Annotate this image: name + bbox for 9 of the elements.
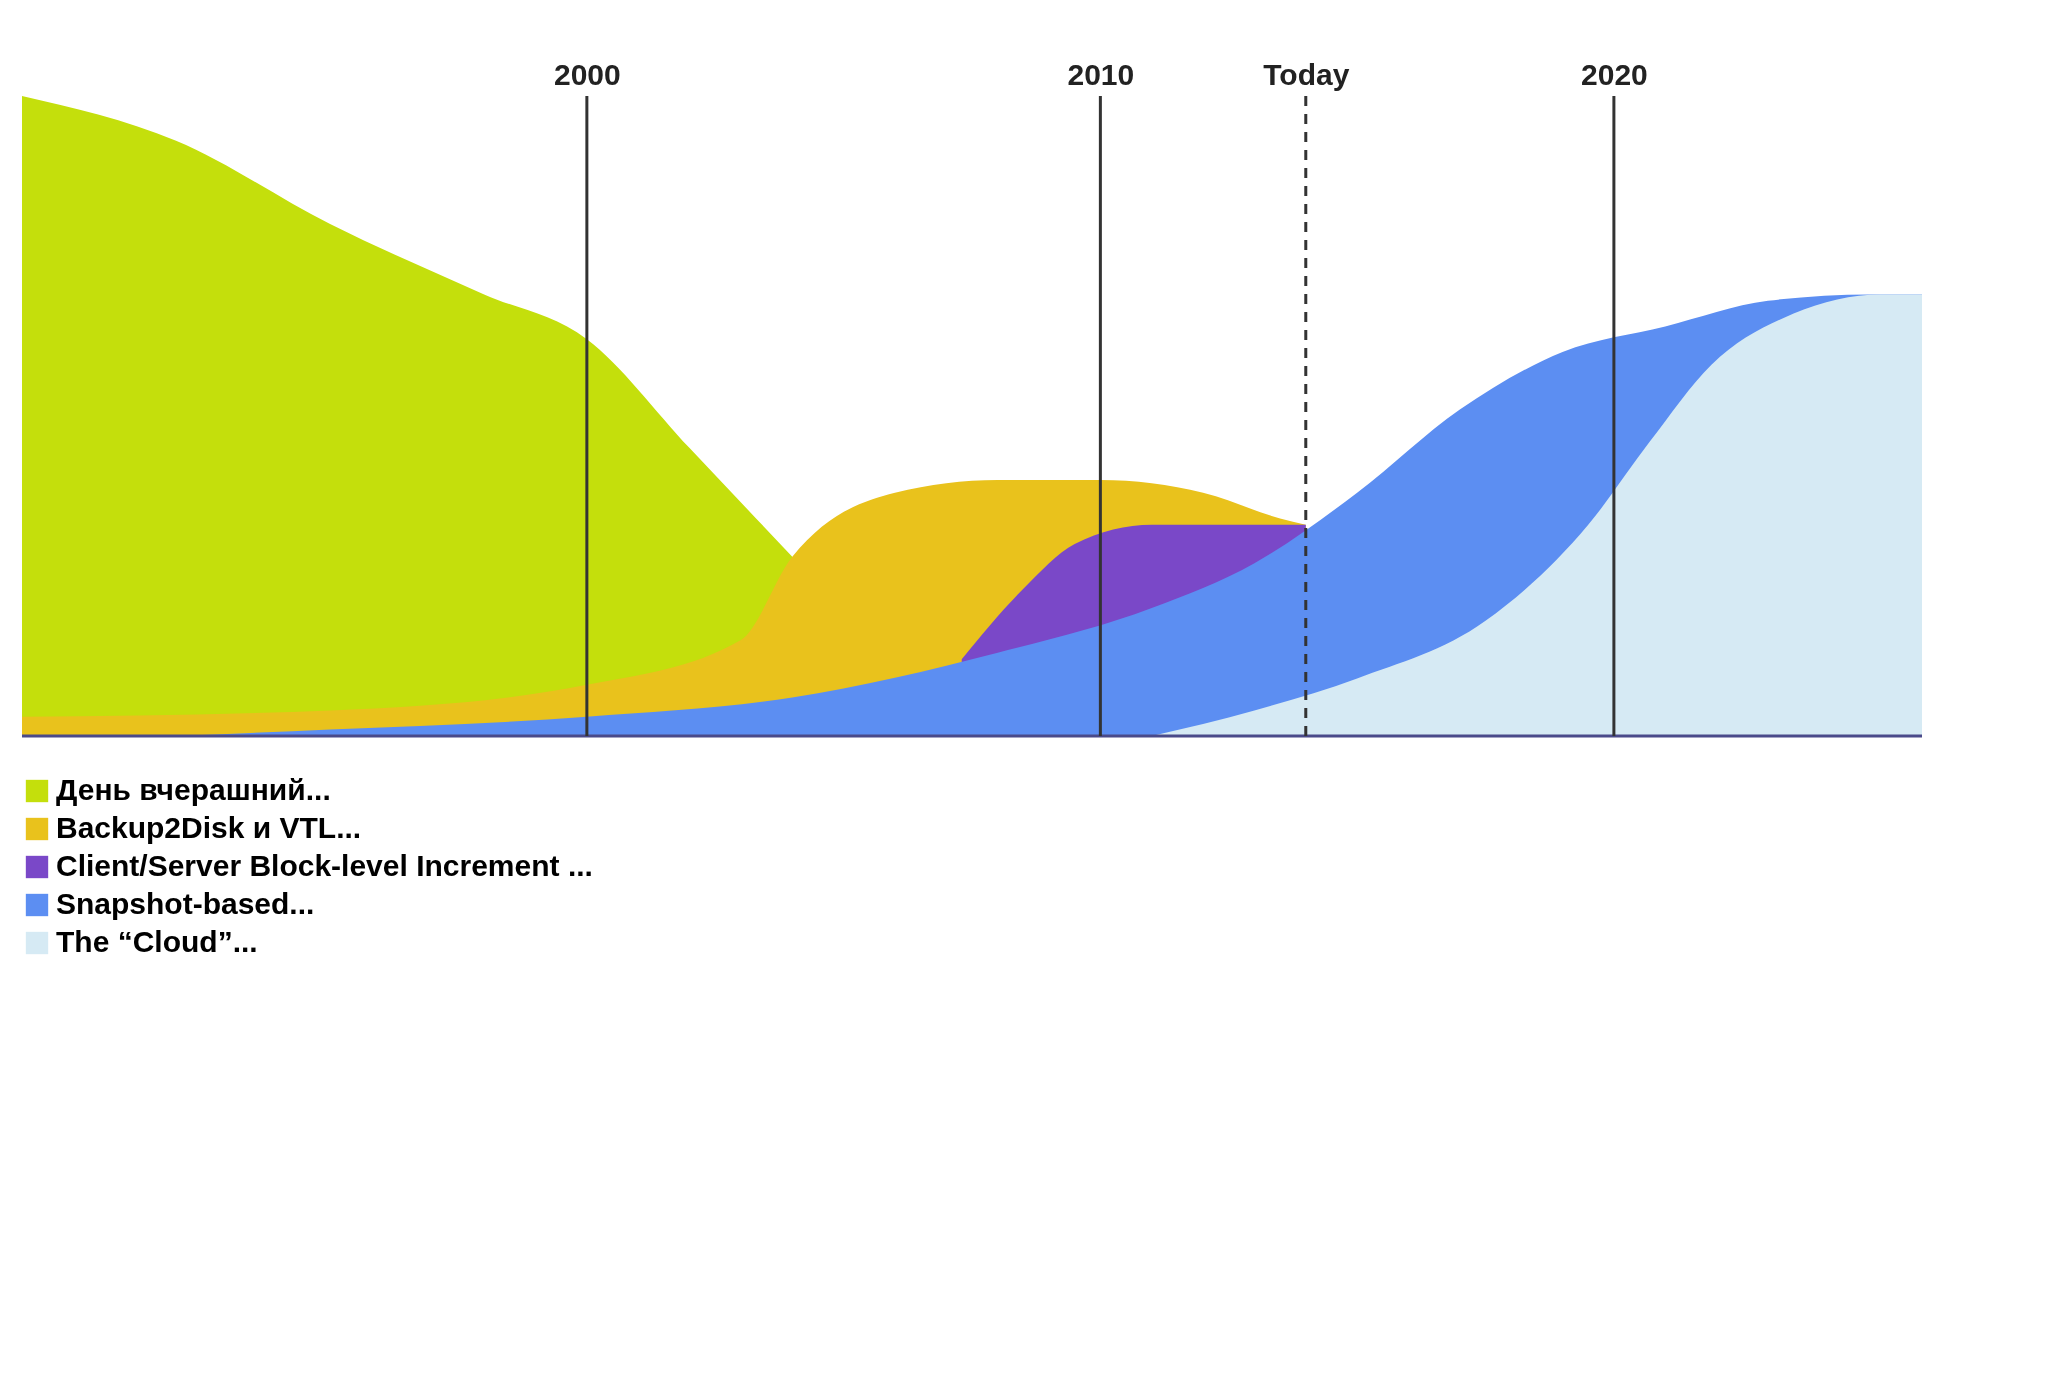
legend-label: День вчерашний... [56,773,331,806]
legend-label: The “Cloud”... [56,925,258,958]
x-tick-label: 2020 [1581,57,1648,91]
legend-label: Client/Server Block-level Increment ... [56,849,593,882]
x-tick-label: Today [1263,57,1350,91]
legend-label: Snapshot-based... [56,887,315,920]
legend-label: Backup2Disk и VTL... [56,811,362,844]
x-tick-label: 2010 [1067,57,1135,91]
x-tick-label: 2000 [553,57,621,91]
